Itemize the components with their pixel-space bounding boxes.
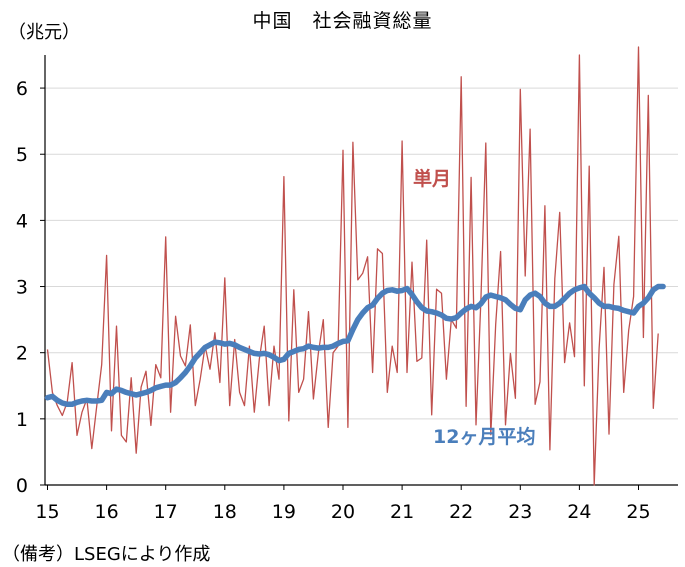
x-tick-label: 24 [567, 501, 591, 523]
grid-lines [45, 87, 678, 420]
series-line-monthly [46, 46, 659, 486]
x-tick-label: 15 [35, 501, 59, 523]
series-line-12m-average [44, 283, 666, 408]
y-tick-label: 4 [16, 210, 28, 232]
x-tick-label: 25 [626, 501, 650, 523]
y-tick-label: 6 [16, 78, 28, 100]
x-tick-label: 19 [272, 501, 296, 523]
series-label-monthly: 単月 [413, 167, 451, 190]
y-tick-labels: 0 1 2 3 4 5 6 [16, 78, 28, 497]
x-tick-label: 21 [390, 501, 414, 523]
y-tick-label: 5 [16, 144, 28, 166]
x-tick-label: 20 [331, 501, 355, 523]
axes [40, 55, 678, 490]
chart-title: 中国 社会融資総量 [252, 10, 433, 32]
y-tick-label: 0 [16, 475, 28, 497]
x-tick-label: 16 [95, 501, 119, 523]
y-tick-label: 1 [16, 409, 28, 431]
y-tick-label: 2 [16, 343, 28, 365]
x-tick-label: 17 [154, 501, 178, 523]
series-label-12m-average: 12ヶ月平均 [433, 425, 535, 448]
y-axis-unit-label: （兆元） [8, 22, 80, 43]
x-tick-labels: 15 16 17 18 19 20 21 22 23 24 25 [35, 501, 650, 523]
x-tick-label: 23 [508, 501, 532, 523]
x-tick-label: 22 [449, 501, 473, 523]
source-note: （備考）LSEGにより作成 [2, 544, 211, 565]
y-tick-label: 3 [16, 277, 28, 299]
x-tick-label: 18 [213, 501, 237, 523]
